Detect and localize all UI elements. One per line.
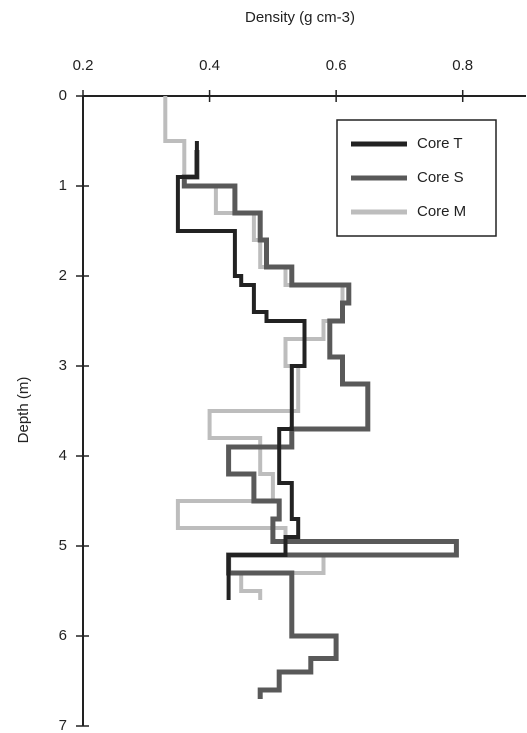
legend-label: Core T bbox=[417, 135, 463, 152]
profile-line bbox=[175, 141, 307, 600]
y-tick-label: 4 bbox=[59, 447, 67, 464]
legend-label: Core M bbox=[417, 203, 466, 220]
y-tick-label: 3 bbox=[59, 357, 67, 374]
y-tick-label: 2 bbox=[59, 267, 67, 284]
x-tick-label: 0.8 bbox=[452, 57, 473, 74]
y-tick-label: 6 bbox=[59, 627, 67, 644]
profile-line bbox=[163, 96, 345, 600]
y-tick-label: 7 bbox=[59, 717, 67, 733]
y-tick-label: 5 bbox=[59, 537, 67, 554]
y-axis-title: Depth (m) bbox=[15, 377, 32, 444]
x-tick-label: 0.6 bbox=[326, 57, 347, 74]
x-tick-label: 0.4 bbox=[199, 57, 220, 74]
legend-label: Core S bbox=[417, 169, 464, 186]
y-tick-label: 1 bbox=[59, 177, 67, 194]
y-tick-label: 0 bbox=[59, 87, 67, 104]
profile-line bbox=[181, 150, 459, 699]
x-axis-title: Density (g cm-3) bbox=[245, 9, 355, 26]
legend: Core T Core S Core M bbox=[336, 119, 497, 237]
x-tick-label: 0.2 bbox=[73, 57, 94, 74]
